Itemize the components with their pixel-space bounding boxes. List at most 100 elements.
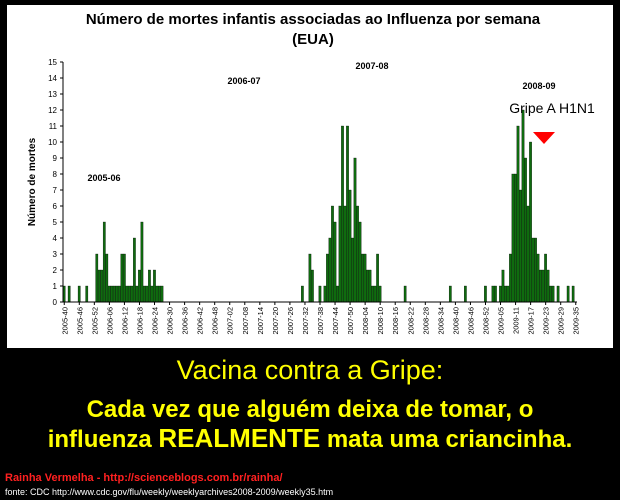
bar-seasonal (336, 285, 339, 303)
chart-subtitle: (EUA) (292, 31, 334, 48)
bar-seasonal (544, 253, 547, 303)
bar-seasonal (549, 285, 552, 303)
x-tick-label: 2008-16 (391, 307, 400, 335)
x-tick-label: 2007-38 (316, 307, 325, 335)
chart-title: Número de mortes infantis associadas ao … (86, 11, 541, 28)
y-tick-label: 13 (48, 90, 57, 99)
x-tick-label: 2008-04 (361, 307, 370, 335)
bar-seasonal (376, 253, 379, 303)
bar-seasonal (107, 285, 111, 303)
bar-seasonal (531, 237, 535, 303)
y-tick-label: 7 (53, 186, 58, 195)
bar-seasonal (491, 285, 495, 303)
credit-link[interactable]: Rainha Vermelha - http://scienceblogs.co… (5, 472, 283, 484)
y-tick-label: 8 (53, 170, 58, 179)
bar-seasonal (160, 285, 164, 303)
bar-seasonal (77, 285, 81, 303)
headline-line-2-pre: influenza (47, 426, 159, 453)
bar-seasonal (158, 285, 161, 303)
source-citation: fonte: CDC http://www.cdc.gov/flu/weekly… (5, 487, 334, 497)
bar-seasonal (338, 205, 342, 303)
x-tick-label: 2006-06 (105, 307, 114, 335)
x-tick-label: 2006-48 (211, 307, 220, 335)
bar-seasonal (143, 285, 146, 303)
bar-seasonal (341, 125, 344, 303)
x-tick-label: 2006-42 (196, 307, 205, 335)
bar-seasonal (566, 285, 570, 303)
y-tick-label: 15 (48, 58, 57, 67)
bar-seasonal (378, 285, 382, 303)
bar-seasonal (514, 173, 517, 303)
bar-seasonal (95, 253, 99, 303)
headline-line-1: Cada vez que alguém deixa de tomar, o (86, 396, 534, 423)
bar-seasonal (571, 285, 575, 303)
bar-seasonal (343, 205, 347, 303)
bar-seasonal (138, 269, 141, 303)
y-tick-label: 4 (53, 234, 58, 243)
bar-seasonal (536, 253, 540, 303)
bar-seasonal (301, 285, 304, 303)
bar-seasonal (150, 285, 154, 303)
chart-svg: Número de mortes infantis associadas ao … (27, 11, 595, 335)
bar-seasonal (120, 253, 124, 303)
bar-seasonal (358, 221, 362, 303)
x-tick-label: 2008-40 (451, 307, 460, 335)
bar-seasonal (511, 173, 515, 303)
bar-seasonal (85, 285, 89, 303)
x-tick-label: 2005-52 (90, 307, 99, 335)
x-tick-label: 2005-40 (60, 307, 69, 335)
bar-seasonal (541, 269, 545, 303)
bar-seasonal (118, 285, 121, 303)
bar-seasonal (534, 237, 537, 303)
bar-seasonal (346, 125, 349, 303)
season-label-2007-08: 2007-08 (355, 61, 388, 71)
bar-seasonal (155, 285, 159, 303)
bar-seasonal (373, 285, 377, 303)
chart-panel: Número de mortes infantis associadas ao … (7, 5, 613, 348)
bar-seasonal (356, 205, 359, 303)
x-tick-label: 2006-36 (181, 307, 190, 335)
x-tick-label: 2009-23 (542, 307, 551, 335)
x-tick-label: 2007-32 (301, 307, 310, 335)
x-tick-label: 2009-35 (572, 307, 581, 335)
x-tick-label: 2007-26 (286, 307, 295, 335)
bar-seasonal (67, 285, 71, 303)
bar-seasonal (331, 205, 334, 303)
bar-seasonal (361, 253, 364, 303)
season-label-2005-06: 2005-06 (87, 173, 120, 183)
x-tick-label: 2009-17 (527, 307, 536, 335)
x-tick-label: 2007-20 (271, 307, 280, 335)
bar-seasonal (133, 237, 136, 303)
y-tick-label: 10 (48, 138, 57, 147)
h1n1-annotation: Gripe A H1N1 (509, 100, 595, 116)
bar-seasonal (519, 189, 522, 303)
bar-seasonal (105, 253, 109, 303)
bar-seasonal (318, 285, 322, 303)
bar-seasonal (464, 285, 467, 303)
y-tick-label: 11 (49, 122, 58, 131)
bar-seasonal (371, 285, 374, 303)
bar-seasonal (333, 221, 337, 303)
h1n1-marker-triangle (533, 132, 555, 144)
bar-seasonal (448, 285, 452, 303)
y-tick-label: 9 (53, 154, 58, 163)
bar-seasonal (494, 285, 497, 303)
x-tick-label: 2009-05 (497, 307, 506, 335)
x-tick-label: 2007-02 (226, 307, 235, 335)
bar-seasonal (145, 285, 149, 303)
bar-seasonal (100, 269, 104, 303)
bar-seasonal (110, 285, 114, 303)
bar-seasonal (351, 237, 354, 303)
bar-seasonal (323, 285, 327, 303)
x-tick-label: 2007-08 (241, 307, 250, 335)
bar-seasonal (524, 157, 527, 303)
bar-seasonal (539, 269, 542, 303)
bar-seasonal (97, 269, 101, 303)
x-tick-label: 2006-12 (120, 307, 129, 335)
bar-seasonal (328, 237, 332, 303)
bar-seasonal (123, 253, 126, 303)
y-tick-label: 3 (53, 250, 58, 259)
bar-seasonal (125, 285, 129, 303)
y-tick-label: 12 (48, 106, 57, 115)
